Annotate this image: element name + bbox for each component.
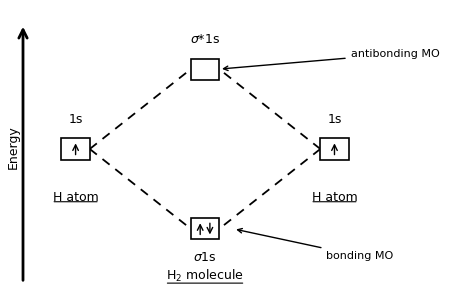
Text: antibonding MO: antibonding MO (224, 49, 439, 71)
Text: H atom: H atom (53, 191, 99, 204)
Text: Energy: Energy (6, 126, 19, 169)
FancyBboxPatch shape (191, 218, 219, 239)
FancyBboxPatch shape (320, 138, 349, 160)
Text: 1s: 1s (68, 113, 83, 126)
Text: $\sigma$1s: $\sigma$1s (193, 251, 217, 264)
FancyBboxPatch shape (191, 59, 219, 80)
FancyBboxPatch shape (62, 138, 90, 160)
Text: H atom: H atom (311, 191, 357, 204)
Text: 1s: 1s (327, 113, 342, 126)
Text: $\sigma$*1s: $\sigma$*1s (190, 33, 220, 46)
Text: H$_2$ molecule: H$_2$ molecule (166, 268, 244, 284)
Text: bonding MO: bonding MO (238, 228, 394, 261)
